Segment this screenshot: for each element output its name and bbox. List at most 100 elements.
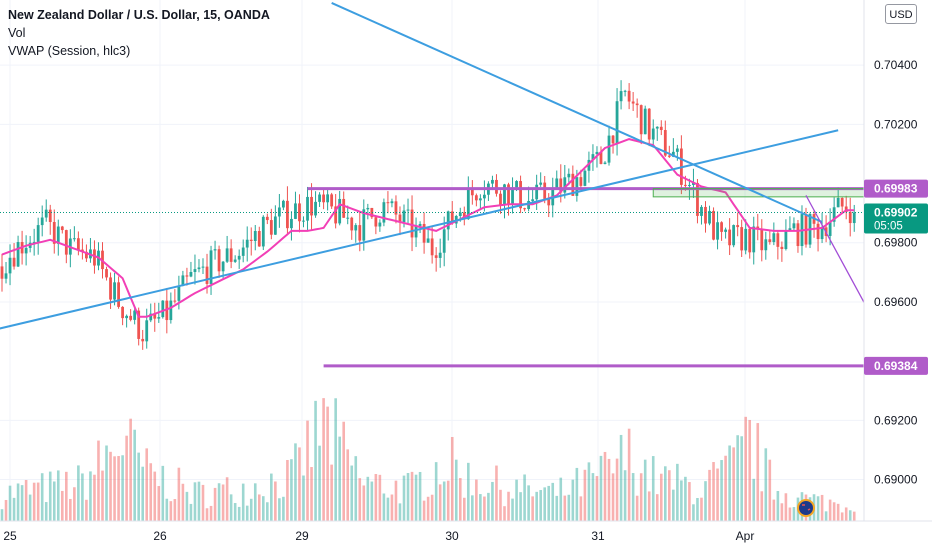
price-axis-background: [864, 0, 932, 521]
volume-bar: [708, 469, 711, 521]
candle-body: [225, 248, 229, 262]
volume-bar: [732, 447, 735, 521]
volume-bar: [205, 508, 209, 521]
time-axis-background: [0, 521, 932, 550]
candle-body: [273, 216, 277, 235]
volume-bar: [137, 452, 140, 521]
volume-bar: [165, 498, 169, 521]
candle-body: [173, 300, 177, 302]
candle-body: [675, 148, 679, 152]
volume-bar: [257, 494, 261, 521]
candle-body: [792, 223, 796, 229]
candle-body: [201, 266, 205, 268]
volume-bar: [483, 496, 486, 521]
volume-bar: [173, 499, 177, 521]
candle-body: [696, 182, 699, 216]
candle-body: [358, 225, 362, 241]
volume-bar: [358, 478, 362, 521]
candle-body: [386, 202, 390, 204]
candle-body: [406, 209, 410, 211]
volume-bar: [302, 475, 305, 521]
volume-bar: [12, 497, 16, 521]
volume-bar: [780, 503, 784, 521]
candle-body: [350, 217, 354, 231]
volume-bar: [350, 465, 354, 521]
candle-body: [483, 194, 486, 199]
time-axis[interactable]: 25 26 29 30 31 Apr: [0, 520, 932, 550]
candle-body: [382, 202, 386, 223]
time-tick-label: 29: [295, 529, 309, 543]
volume-bar: [241, 483, 245, 521]
volume-bar: [0, 509, 4, 521]
volume-bar: [24, 479, 28, 521]
economic-event-flag[interactable]: [797, 499, 815, 517]
volume-bar: [643, 459, 647, 521]
volume-bar: [716, 468, 719, 521]
volume-bar: [245, 505, 249, 521]
candle-body: [788, 228, 792, 231]
volume-indicator-label[interactable]: Vol: [8, 26, 26, 40]
candle-body: [149, 313, 153, 321]
volume-bar: [728, 445, 731, 521]
volume-bar: [539, 490, 542, 521]
candle-body: [346, 217, 350, 219]
volume-bar: [744, 416, 747, 521]
volume-bar: [318, 445, 321, 521]
candle-body: [655, 126, 659, 129]
candle-body: [261, 216, 265, 247]
price-tick-label: 0.69800: [874, 236, 918, 250]
volume-bar: [587, 462, 591, 521]
volume-bar: [832, 502, 836, 521]
candle-body: [370, 207, 374, 218]
volume-bar: [390, 494, 394, 521]
volume-bar: [274, 481, 277, 521]
volume-bar: [306, 420, 309, 521]
candle-body: [277, 207, 281, 217]
candle-body: [712, 210, 715, 240]
candle-body: [752, 226, 756, 253]
volume-bar: [382, 493, 386, 521]
volume-bar: [463, 497, 466, 521]
volume-bar: [547, 485, 551, 521]
volume-bar: [209, 505, 213, 521]
candle-body: [531, 199, 535, 201]
candle-body: [684, 184, 687, 186]
price-tick-label: 0.70400: [874, 58, 918, 72]
vwap-indicator-label[interactable]: VWAP (Session, hlc3): [8, 44, 131, 58]
candle-body: [732, 225, 736, 246]
price-tick-label: 0.69200: [874, 413, 918, 427]
trendline-descending: [331, 2, 823, 223]
volume-bar: [688, 482, 691, 521]
time-tick-label: 30: [445, 529, 459, 543]
candle-body: [784, 230, 788, 249]
volume-bar: [28, 494, 32, 521]
flag-stars-icon: [802, 504, 811, 511]
volume-bar: [454, 459, 458, 521]
volume-bar: [615, 458, 619, 521]
volume-bar: [322, 398, 325, 521]
volume-bar: [756, 423, 760, 521]
volume-bar: [442, 481, 446, 521]
price-tag-value: 0.69983: [874, 182, 918, 196]
symbol-title[interactable]: New Zealand Dollar / U.S. Dollar, 15, OA…: [8, 8, 270, 22]
volume-bar: [81, 473, 84, 521]
volume-bar: [20, 485, 24, 521]
volume-bar: [631, 473, 635, 521]
candle-body: [422, 223, 426, 243]
volume-bar: [684, 476, 687, 521]
volume-bar: [213, 487, 217, 521]
volume-bar: [237, 506, 241, 521]
volume-bar: [788, 507, 792, 521]
price-axis[interactable]: 0.70400 0.70200 0.69800 0.69600 0.69200 0.690…: [863, 0, 932, 521]
volume-bar: [450, 436, 454, 521]
volume-bar: [266, 502, 269, 521]
volume-bar: [422, 500, 426, 521]
volume-bar: [575, 467, 579, 521]
drawings-layer[interactable]: [0, 2, 900, 368]
volume-bar: [294, 443, 297, 521]
currency-button[interactable]: USD: [885, 4, 917, 24]
volume-bar: [177, 467, 181, 521]
volume-bar: [563, 495, 567, 521]
volume-bar: [531, 496, 534, 521]
